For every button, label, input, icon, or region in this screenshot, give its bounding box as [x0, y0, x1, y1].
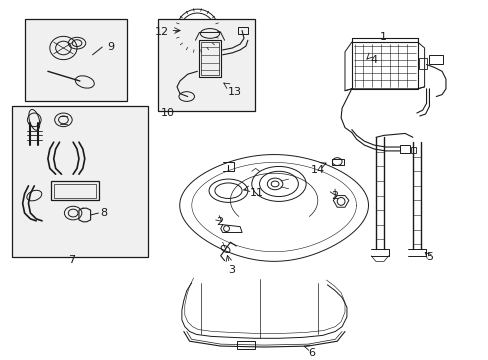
Text: 5: 5 — [426, 252, 433, 262]
Text: 1: 1 — [380, 32, 386, 42]
Text: 10: 10 — [160, 108, 174, 118]
Bar — [12, 106, 147, 257]
Text: 6: 6 — [307, 348, 314, 358]
Bar — [24, 19, 126, 102]
Bar — [238, 27, 247, 35]
Text: 11: 11 — [249, 188, 264, 198]
Text: 8: 8 — [100, 208, 107, 218]
Bar — [199, 40, 220, 77]
Text: 4: 4 — [369, 55, 377, 65]
Text: 2: 2 — [215, 217, 223, 227]
Text: 13: 13 — [227, 87, 241, 97]
Bar — [400, 145, 409, 153]
Bar — [428, 55, 442, 63]
Bar — [51, 181, 99, 201]
Text: 3: 3 — [228, 265, 235, 275]
Text: 14: 14 — [310, 165, 325, 175]
Bar — [201, 42, 218, 75]
Text: 9: 9 — [107, 42, 114, 52]
Bar — [332, 159, 344, 165]
Text: 2: 2 — [331, 191, 338, 201]
Text: 7: 7 — [67, 255, 75, 265]
Bar — [418, 58, 426, 69]
Text: 12: 12 — [154, 27, 168, 37]
Bar — [410, 147, 415, 153]
Bar — [157, 19, 254, 111]
Bar — [237, 341, 254, 349]
Bar — [54, 184, 96, 198]
Bar — [351, 42, 417, 89]
